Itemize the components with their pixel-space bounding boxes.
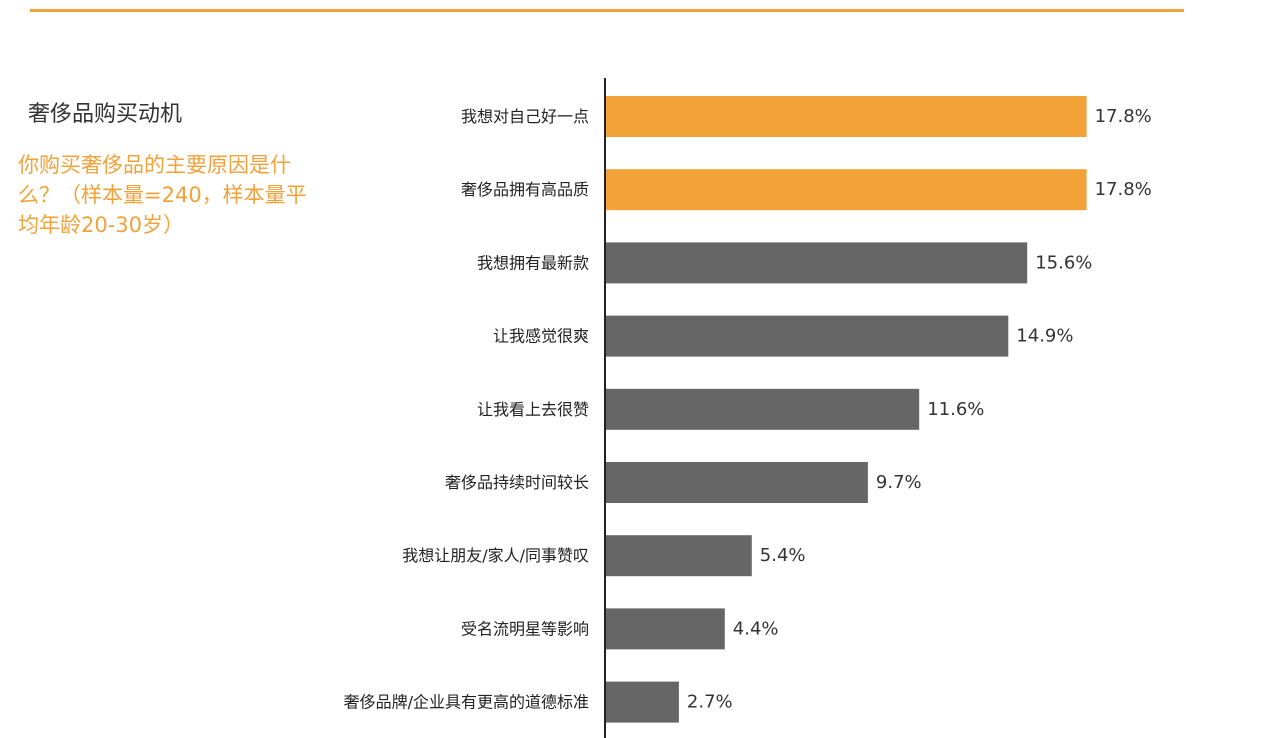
category-label: 受名流明星等影响 [461, 619, 589, 638]
category-label: 我想让朋友/家人/同事赞叹 [402, 546, 589, 565]
category-label: 奢侈品持续时间较长 [445, 473, 589, 492]
value-labels-layer: 17.8% 17.8% 15.6% 14.9% 11.6% 9.7% 5.4% 4.4% 2.7… [687, 106, 1152, 713]
bar [606, 388, 920, 430]
category-label: 我想拥有最新款 [477, 253, 589, 272]
value-label: 14.9% [1016, 326, 1073, 347]
chart-heading: 奢侈品购买动机 [28, 102, 183, 127]
bar [606, 608, 725, 650]
bar [606, 535, 752, 577]
bar [606, 242, 1028, 284]
value-label: 4.4% [733, 618, 779, 639]
value-label: 2.7% [687, 692, 733, 713]
bar [606, 315, 1009, 357]
bar [606, 681, 679, 723]
category-label: 让我感觉很爽 [493, 327, 589, 346]
value-label: 11.6% [927, 399, 984, 420]
bar [606, 462, 868, 503]
top-accent-rule [30, 9, 1184, 12]
value-label: 5.4% [760, 545, 806, 566]
value-label: 15.6% [1035, 252, 1092, 273]
value-label: 9.7% [876, 472, 922, 493]
value-label: 17.8% [1095, 106, 1152, 127]
bar [606, 96, 1087, 137]
survey-question: 你购买奢侈品的主要原因是什么？（样本量=240，样本量平均年龄20-30岁） [18, 153, 307, 237]
category-labels-layer: 我想对自己好一点奢侈品拥有高品质我想拥有最新款让我感觉很爽让我看上去很赞奢侈品持… [344, 107, 589, 712]
bar [606, 169, 1087, 211]
category-label: 我想对自己好一点 [461, 107, 589, 126]
category-label: 奢侈品拥有高品质 [461, 180, 589, 199]
category-label: 让我看上去很赞 [477, 400, 589, 419]
category-label: 奢侈品牌/企业具有更高的道德标准 [344, 693, 589, 712]
value-label: 17.8% [1095, 179, 1152, 200]
bars-layer [606, 96, 1087, 723]
